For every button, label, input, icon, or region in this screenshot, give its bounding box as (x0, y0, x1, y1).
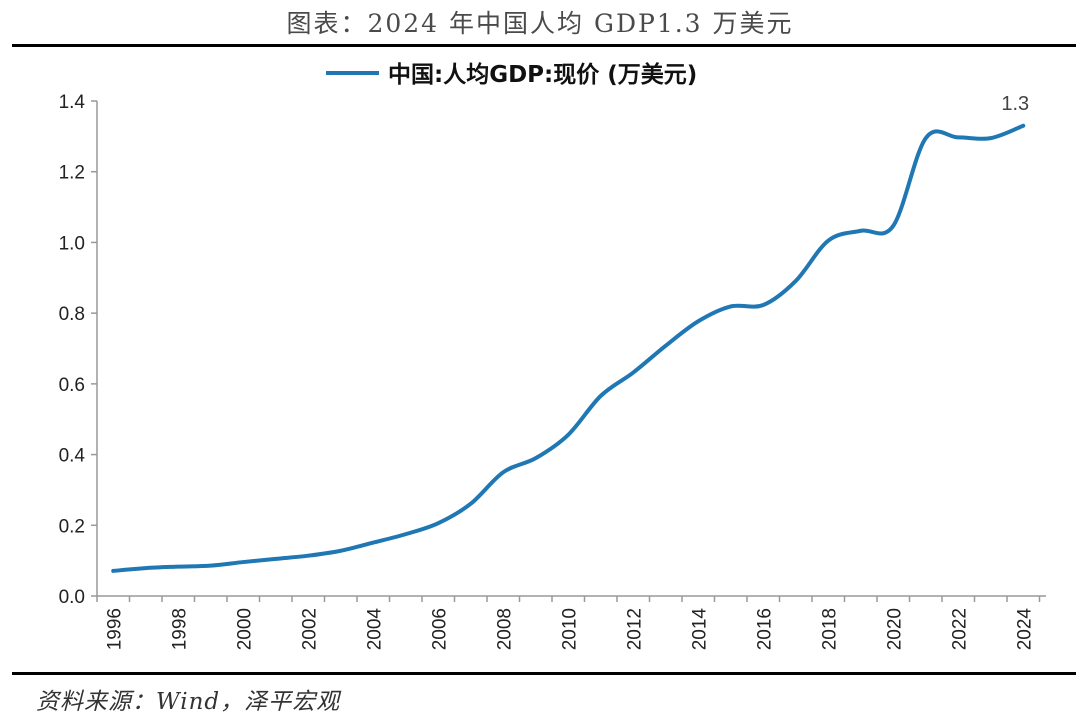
y-tick-label: 0.2 (59, 516, 85, 537)
x-tick-label: 2000 (234, 608, 255, 650)
x-tick-label: 2022 (949, 608, 970, 650)
legend-label: 中国:人均GDP:现价 (万美元) (388, 61, 697, 88)
x-tick-label: 2012 (624, 608, 645, 650)
x-tick-label: 2010 (559, 608, 580, 650)
x-tick-label: 1996 (104, 608, 125, 650)
x-tick-label: 2006 (429, 608, 450, 650)
x-tick-label: 2008 (494, 608, 515, 650)
x-tick-label: 1998 (169, 608, 190, 650)
x-tick-label: 2002 (299, 608, 320, 650)
y-tick-label: 0.0 (59, 587, 85, 608)
y-tick-label: 0.4 (59, 446, 86, 467)
y-tick-label: 0.8 (59, 304, 85, 325)
series-line (111, 123, 1026, 573)
y-tick-label: 1.2 (59, 163, 85, 184)
source-note: 资料来源：Wind，泽平宏观 (36, 689, 341, 715)
x-tick-label: 2020 (884, 608, 905, 650)
y-tick-label: 0.6 (59, 375, 85, 396)
top-rule (12, 44, 1076, 47)
x-tick-label: 2024 (1014, 608, 1035, 651)
x-tick-label: 2014 (689, 608, 710, 651)
x-tick-label: 2016 (754, 608, 775, 650)
x-tick-label: 2004 (364, 608, 385, 651)
x-tick-label: 2018 (819, 608, 840, 650)
bottom-rule (12, 672, 1076, 675)
data-label: 1.3 (1001, 93, 1029, 115)
y-tick-label: 1.0 (59, 233, 85, 254)
y-tick-label: 1.4 (59, 92, 86, 113)
figure-title: 图表：2024 年中国人均 GDP1.3 万美元 (286, 9, 794, 38)
